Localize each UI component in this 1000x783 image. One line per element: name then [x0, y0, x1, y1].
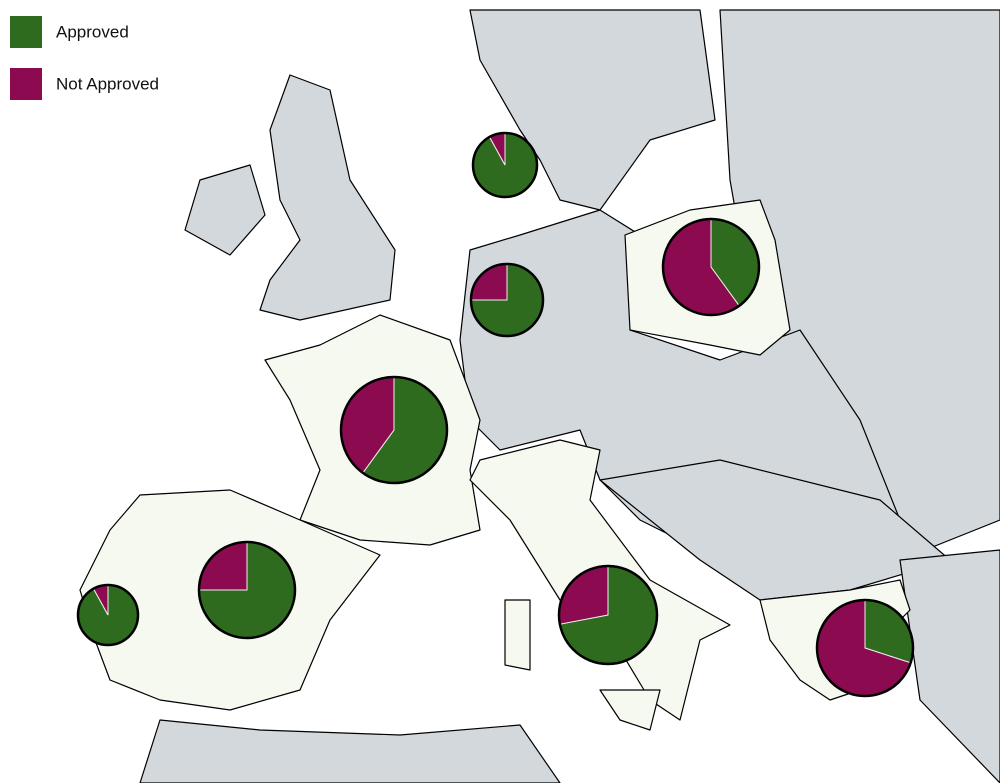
pie: [469, 262, 545, 338]
balkans: [599, 459, 951, 601]
pie-outline: [197, 540, 297, 640]
pie: [76, 583, 140, 647]
pie: [197, 540, 297, 640]
legend-label: Approved: [56, 22, 129, 41]
pie-outline: [557, 564, 659, 666]
pie: [815, 598, 915, 698]
sardinia: [504, 599, 531, 671]
pie-outline: [815, 598, 915, 698]
pie: [471, 131, 539, 199]
pie: [661, 217, 761, 317]
pie: [339, 375, 449, 485]
pie-outline: [661, 217, 761, 317]
sicily: [599, 689, 661, 731]
pie-outline: [469, 262, 545, 338]
africa: [139, 719, 561, 783]
legend-label: Not Approved: [56, 74, 159, 93]
legend-swatch: [10, 16, 42, 48]
legend: Approved Not Approved: [10, 16, 159, 100]
pies: [76, 131, 915, 698]
pie: [557, 564, 659, 666]
legend-swatch: [10, 68, 42, 100]
pie-outline: [76, 583, 140, 647]
pie-outline: [471, 131, 539, 199]
ireland: [184, 164, 266, 256]
scandinavia: [469, 9, 716, 211]
britain: [259, 74, 396, 321]
pie-outline: [339, 375, 449, 485]
